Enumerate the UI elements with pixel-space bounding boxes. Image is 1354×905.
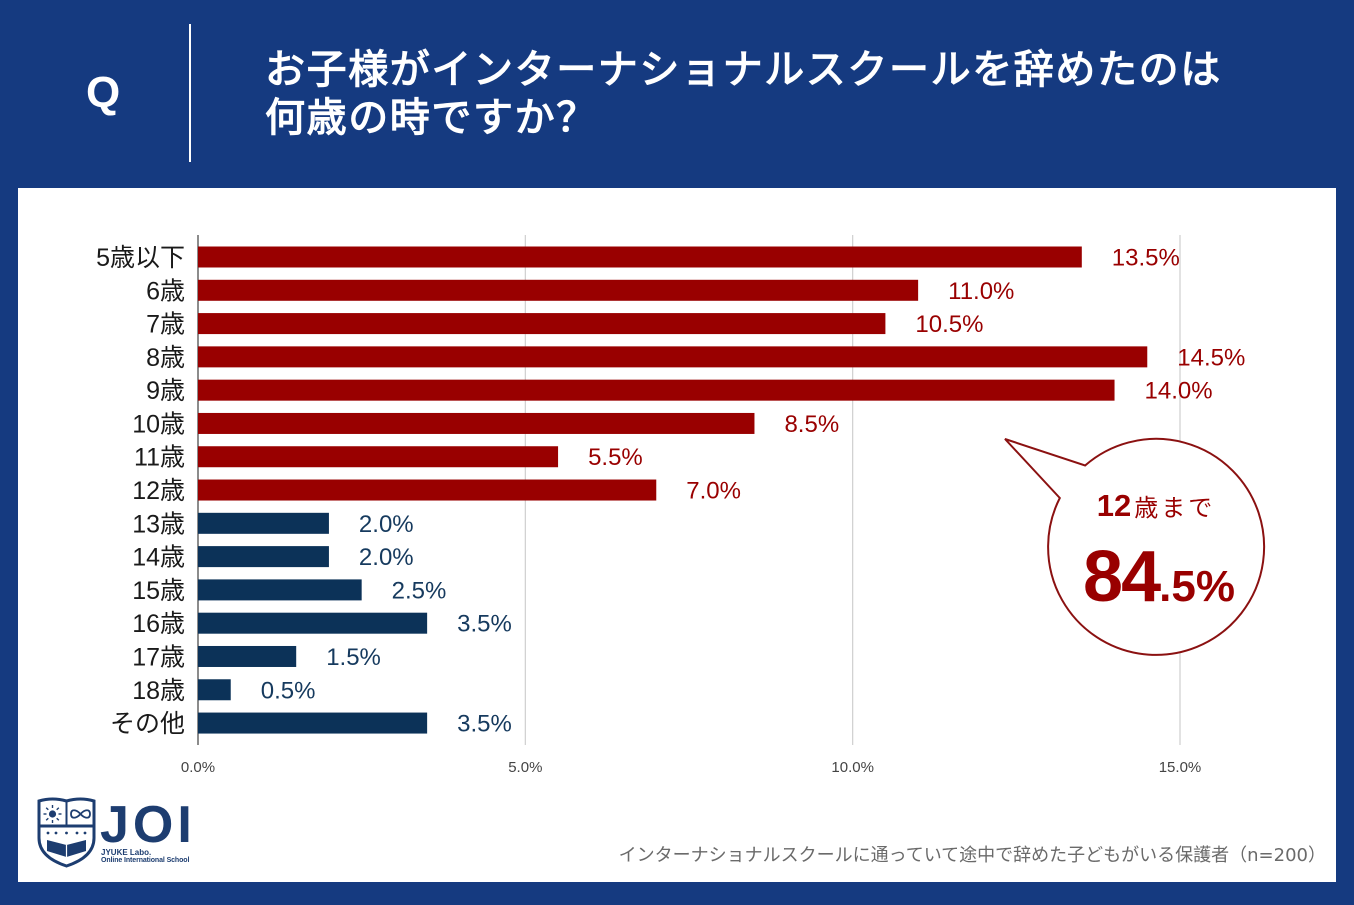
x-tick-label-0: 0.0% [181, 759, 215, 776]
callout-age-number: 12 [1097, 488, 1131, 523]
category-label-9: 14歳 [132, 544, 185, 572]
value-label-4: 14.0% [1145, 378, 1213, 405]
bar-7 [198, 479, 657, 501]
category-label-7: 12歳 [132, 477, 185, 505]
value-label-2: 10.5% [915, 311, 983, 338]
logo-sun-rays [43, 805, 62, 823]
value-label-11: 3.5% [457, 611, 512, 638]
bar-10 [198, 579, 362, 601]
category-label-1: 6歳 [146, 277, 185, 305]
bar-6 [198, 446, 559, 468]
category-label-6: 11歳 [134, 444, 185, 472]
category-label-12: 17歳 [132, 643, 185, 671]
header-divider [189, 24, 191, 162]
value-label-14: 3.5% [457, 711, 512, 738]
x-tick-label-3: 15.0% [1159, 759, 1202, 776]
x-tick-label-2: 10.0% [831, 759, 874, 776]
survey-footnote: インターナショナルスクールに通っていて途中で辞めた子どもがいる保護者（n=200… [618, 845, 1326, 866]
bar-8 [198, 512, 329, 534]
value-label-0: 13.5% [1112, 245, 1180, 272]
value-label-9: 2.0% [359, 544, 414, 571]
value-label-1: 11.0% [948, 278, 1014, 305]
callout: 12 歳まで 84.5% [1004, 437, 1266, 656]
chart-marks: 0.0% 5.0% 10.0% 15.0% 5歳以下 13.5% 6歳 11.0% 7歳 10.5… [96, 235, 1245, 776]
category-label-11: 16歳 [132, 610, 185, 638]
value-label-10: 2.5% [392, 577, 447, 604]
callout-age-text: 12 歳まで [1097, 488, 1215, 523]
category-label-2: 7歳 [146, 311, 185, 339]
question-title-line-2: 何歳の時ですか？ [265, 95, 598, 141]
bar-2 [198, 313, 886, 335]
value-label-3: 14.5% [1177, 344, 1245, 371]
bar-4 [198, 379, 1115, 401]
callout-value-text: 84.5% [1083, 537, 1235, 617]
value-label-5: 8.5% [784, 411, 839, 438]
category-label-0: 5歳以下 [96, 244, 185, 272]
category-label-5: 10歳 [132, 410, 185, 438]
value-label-8: 2.0% [359, 511, 414, 538]
logo-sun-icon [48, 810, 57, 818]
callout-bubble [1004, 437, 1266, 656]
bar-14 [198, 712, 428, 734]
bar-5 [198, 412, 755, 434]
question-title: お子様がインターナショナルスクールを辞めたのは 何歳の時ですか？ [265, 46, 1222, 142]
callout-value-int: 84 [1083, 537, 1161, 617]
category-label-3: 8歳 [146, 344, 185, 372]
category-label-4: 9歳 [146, 377, 185, 405]
category-label-13: 18歳 [132, 677, 185, 705]
logo-shield-icon [37, 797, 96, 868]
value-label-13: 0.5% [261, 677, 316, 704]
callout-value-frac: .5% [1159, 562, 1235, 611]
bar-9 [198, 546, 329, 568]
value-label-7: 7.0% [686, 478, 741, 505]
question-title-line-1: お子様がインターナショナルスクールを辞めたのは [265, 47, 1222, 93]
category-label-14: その他 [110, 710, 185, 738]
logo-subtitle-1: JYUKE Labo. [101, 848, 152, 857]
callout-age-suffix: 歳まで [1134, 495, 1215, 522]
bar-3 [198, 346, 1148, 368]
bar-12 [198, 645, 297, 667]
bar-13 [198, 679, 231, 701]
bar-1 [198, 279, 919, 301]
question-label: Q [86, 68, 121, 117]
category-label-8: 13歳 [132, 510, 185, 538]
category-label-10: 15歳 [132, 577, 185, 605]
logo-infinity-icon [70, 809, 91, 819]
x-tick-label-1: 5.0% [508, 759, 542, 776]
logo-name: JOI [100, 796, 196, 854]
bar-11 [198, 612, 428, 634]
logo-subtitle-2: Online International School [101, 857, 190, 864]
value-label-12: 1.5% [326, 644, 381, 671]
value-label-6: 5.5% [588, 444, 643, 471]
logo-dots [46, 831, 87, 835]
bar-0 [198, 246, 1082, 268]
